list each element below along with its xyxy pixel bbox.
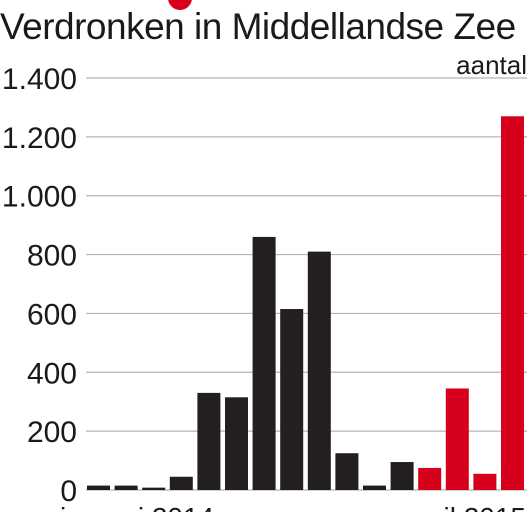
bars	[87, 116, 524, 490]
bar	[473, 473, 497, 490]
bar	[169, 476, 193, 490]
bar	[363, 485, 386, 490]
bar	[501, 116, 524, 490]
bar	[142, 487, 166, 490]
unit-label: aantal	[456, 50, 527, 80]
bar	[114, 485, 138, 490]
bar	[390, 462, 414, 490]
bar	[445, 388, 469, 490]
bar	[197, 392, 221, 490]
y-tick-label: 400	[27, 357, 77, 390]
y-tick-label: 600	[27, 298, 77, 331]
y-tick-label: 1.000	[2, 181, 77, 214]
y-tick-label: 1.200	[2, 122, 77, 155]
bar	[280, 309, 304, 490]
bar	[335, 453, 359, 490]
x-axis-labels: januari 2014 april 2015	[59, 502, 526, 512]
chart-title: Verdronken in Middellandse Zee	[0, 6, 516, 47]
header-accent-mark	[168, 0, 192, 10]
bar	[87, 485, 110, 490]
x-category-label: april 2015	[403, 502, 526, 512]
y-tick-label: 800	[27, 240, 77, 273]
bar	[225, 397, 248, 490]
bar	[307, 251, 331, 490]
y-tick-label: 0	[60, 475, 77, 508]
bar	[418, 467, 442, 490]
x-category-label: januari 2014	[59, 502, 214, 512]
y-tick-label: 1.400	[2, 63, 77, 96]
bar	[252, 236, 276, 490]
y-tick-label: 200	[27, 416, 77, 449]
y-axis-tick-labels: 0 200 400 600 800 1.000 1.200 1.400	[2, 63, 77, 508]
